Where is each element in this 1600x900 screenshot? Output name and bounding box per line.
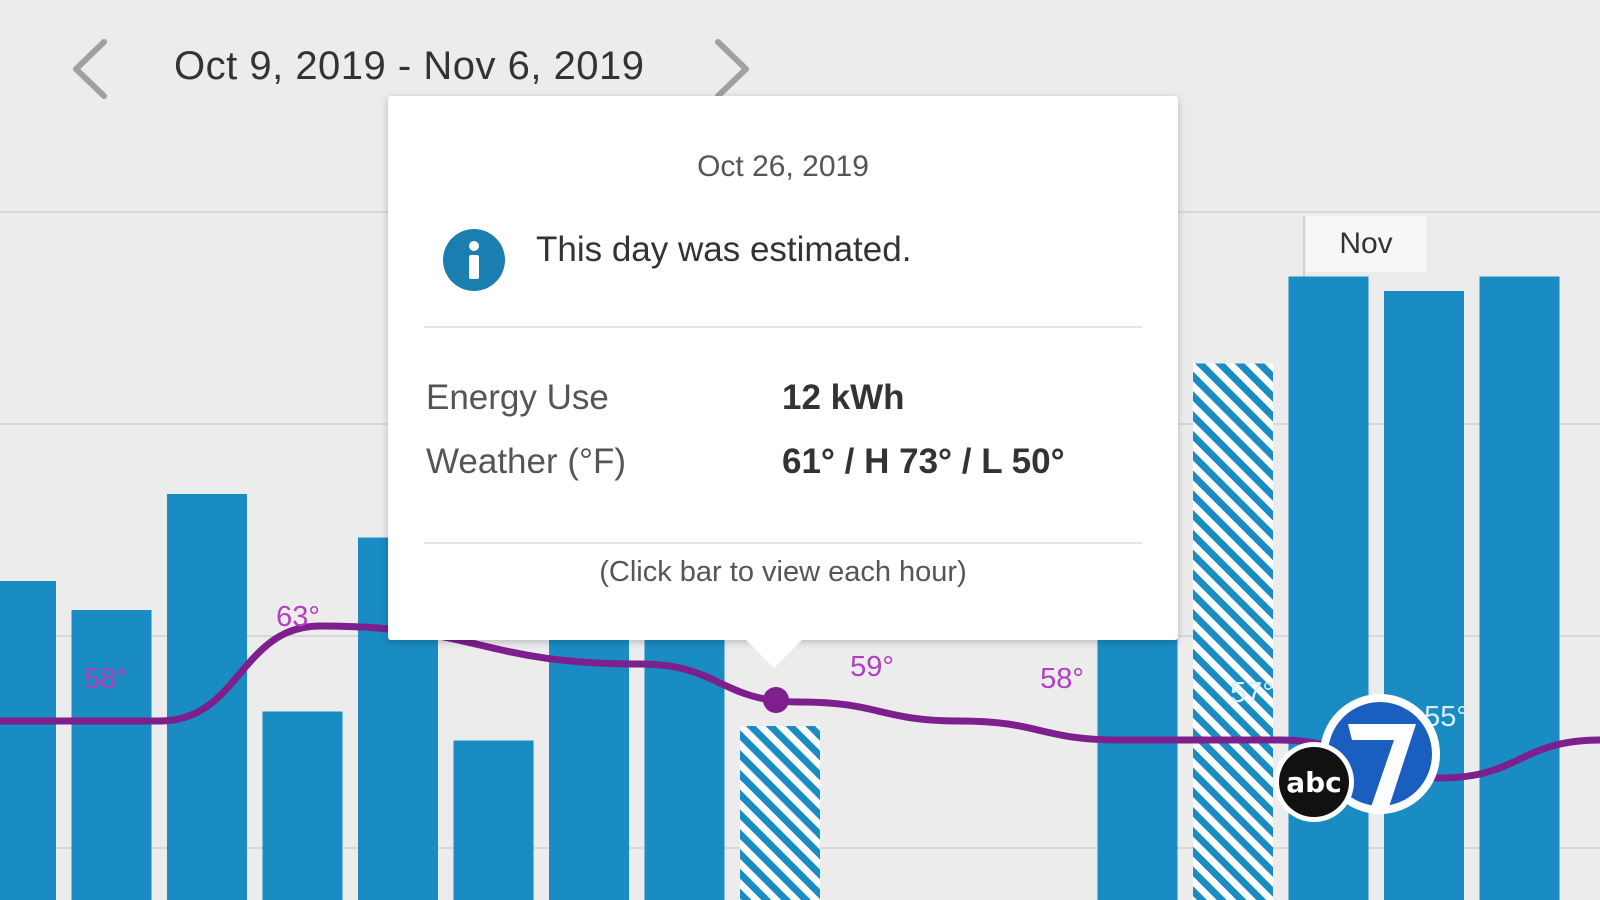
date-range-label: Oct 9, 2019 - Nov 6, 2019 [174,44,645,88]
chevron-right-icon[interactable] [706,34,756,104]
temperature-labels: 58°63°59° 58° 57°55° [84,601,1468,733]
info-icon [443,229,505,291]
day-tooltip: Oct 26, 2019 This day was estimated. Ene… [388,96,1178,668]
click-hint: (Click bar to view each hour) [599,556,967,588]
svg-text:abc: abc [1286,766,1342,799]
weather-label: Weather (°F) [426,442,627,481]
bar[interactable] [262,711,343,900]
tooltip-divider [424,326,1142,328]
bar[interactable] [71,610,152,900]
abc7-logo: abc [1274,694,1440,822]
month-label-nov: Nov [1306,216,1426,272]
bar-estimated[interactable] [1193,363,1273,900]
tooltip-date: Oct 26, 2019 [697,150,869,183]
energy-use-value: 12 kWh [782,378,905,417]
tooltip-divider [424,542,1142,544]
bar-estimated[interactable] [740,726,820,900]
temperature-label: 59° [850,651,894,683]
bar[interactable] [549,639,629,900]
tooltip-pointer [746,640,802,668]
weather-value: 61° / H 73° / L 50° [782,442,1065,481]
chevron-left-icon[interactable] [66,34,116,104]
temperature-label: 57° [1230,677,1274,709]
temperature-label: 63° [276,601,320,633]
bar[interactable] [453,740,534,900]
energy-use-label: Energy Use [426,378,609,417]
bar[interactable] [0,581,56,900]
temperature-label: 58° [1040,663,1084,695]
estimated-message: This day was estimated. [536,230,912,269]
selected-point-marker [763,687,789,713]
bar[interactable] [1479,276,1560,900]
bar[interactable] [167,494,247,900]
date-navigation: Oct 9, 2019 - Nov 6, 2019 [0,0,1600,140]
temperature-label: 58° [84,663,128,695]
